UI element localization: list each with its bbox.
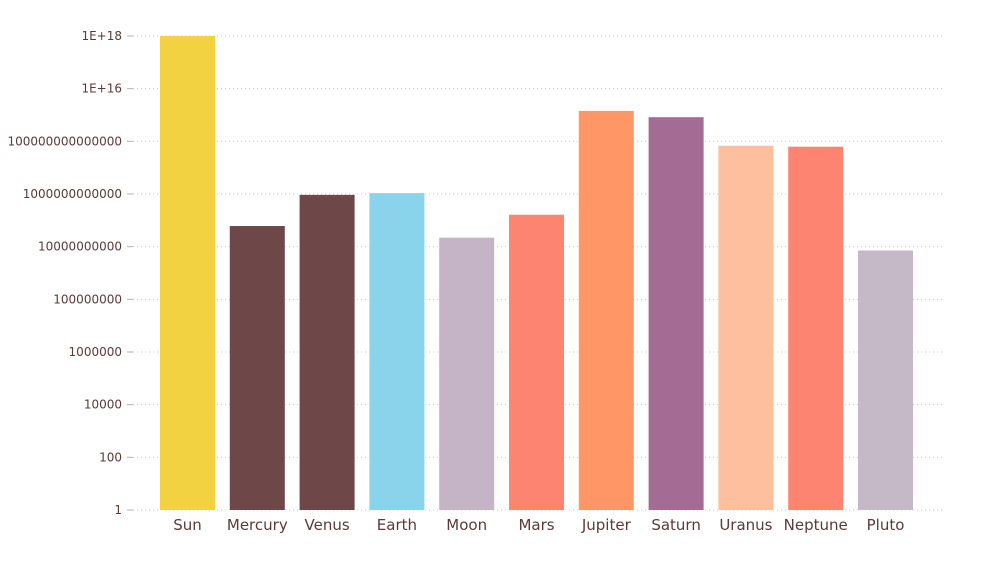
bar-venus[interactable]	[299, 194, 355, 511]
bar-neptune[interactable]	[788, 146, 844, 510]
x-tick-label-jupiter: Jupiter	[581, 516, 632, 534]
y-tick-label: 1E+16	[81, 82, 122, 96]
y-tick-label: 1E+18	[81, 29, 122, 43]
bar-pluto[interactable]	[858, 250, 913, 510]
bar-mercury[interactable]	[229, 226, 285, 511]
y-tick-label: 1000000000000	[23, 187, 122, 201]
x-tick-label-earth: Earth	[377, 516, 417, 534]
bar-mars[interactable]	[509, 214, 564, 510]
x-tick-label-venus: Venus	[305, 516, 350, 534]
y-axis: 1 100 10000 1000000 100000000 10000000000 1000…	[7, 29, 133, 517]
bar-moon[interactable]	[439, 237, 495, 510]
bar-jupiter[interactable]	[578, 110, 634, 510]
y-tick-label: 10000000000	[38, 240, 122, 254]
x-tick-label-pluto: Pluto	[867, 516, 905, 534]
x-tick-label-mars: Mars	[518, 516, 554, 534]
x-tick-label-moon: Moon	[446, 516, 487, 534]
x-tick-label-saturn: Saturn	[651, 516, 701, 534]
y-tick-label: 1	[114, 503, 122, 517]
x-axis: Sun Mercury Venus Earth Moon Mars Jupiter Satur…	[173, 516, 904, 534]
bar-sun[interactable]	[160, 36, 215, 510]
y-tick-label: 100000000000000	[7, 134, 122, 148]
x-tick-label-sun: Sun	[173, 516, 202, 534]
bars	[160, 36, 913, 511]
x-tick-label-neptune: Neptune	[784, 516, 848, 534]
y-tick-label: 10000	[84, 398, 122, 412]
y-tick-label: 100000000	[53, 292, 122, 306]
x-tick-label-mercury: Mercury	[227, 516, 288, 534]
y-tick-label: 1000000	[69, 345, 122, 359]
bar-earth[interactable]	[369, 193, 425, 510]
bar-saturn[interactable]	[648, 117, 704, 510]
bar-uranus[interactable]	[718, 145, 774, 510]
y-tick-label: 100	[99, 450, 122, 464]
x-tick-label-uranus: Uranus	[719, 516, 772, 534]
